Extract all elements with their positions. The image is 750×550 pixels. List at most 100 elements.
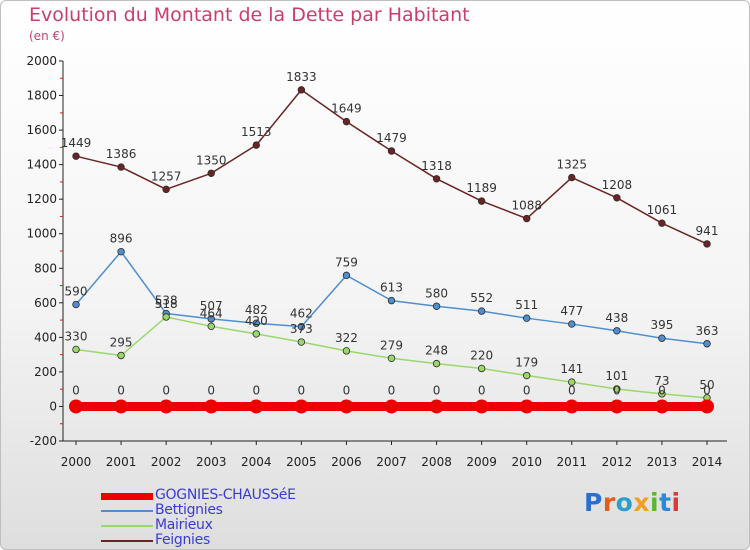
data-label: 73 [654, 374, 669, 388]
data-point [117, 163, 125, 171]
data-label: 0 [343, 383, 351, 397]
data-point [204, 399, 219, 414]
data-point [429, 399, 444, 414]
data-label: 590 [65, 285, 88, 299]
y-tick-label: 0 [49, 399, 57, 413]
data-point [207, 315, 215, 323]
data-label: 279 [380, 338, 403, 352]
data-point [159, 399, 174, 414]
data-label: 0 [523, 383, 531, 397]
y-tick-label: 1600 [26, 123, 57, 137]
data-point [568, 173, 576, 182]
data-point [700, 399, 714, 414]
y-tick-label: 1400 [26, 158, 57, 172]
x-tick-label: 2012 [602, 455, 633, 469]
data-label: 552 [470, 291, 493, 305]
data-point [117, 247, 125, 256]
data-label: 1208 [602, 178, 633, 192]
data-label: 0 [433, 383, 441, 397]
data-point [613, 194, 621, 202]
data-point [342, 271, 351, 280]
legend-swatch-feignies [101, 540, 153, 542]
data-point [114, 399, 129, 414]
data-label: 1649 [331, 102, 362, 116]
x-tick-label: 2007 [376, 455, 407, 469]
data-label: 1318 [421, 159, 452, 173]
data-label: 179 [515, 356, 538, 370]
data-point [613, 327, 621, 335]
series-line-feignies [75, 89, 708, 245]
data-label: 248 [425, 344, 448, 358]
x-tick-label: 2006 [331, 455, 362, 469]
data-point [432, 359, 441, 368]
data-label: 580 [425, 286, 448, 300]
data-label: 1189 [466, 181, 497, 195]
data-label: 0 [207, 383, 215, 397]
data-point [703, 240, 711, 248]
chart-subtitle: (en €) [29, 29, 65, 43]
data-label: 295 [110, 336, 133, 350]
x-tick-label: 2014 [692, 455, 723, 469]
data-label: 1350 [196, 153, 227, 167]
data-label: 1513 [241, 125, 272, 139]
data-label: 1325 [557, 158, 588, 172]
chart-title: Evolution du Montant de la Dette par Hab… [29, 4, 470, 26]
data-point [477, 364, 486, 373]
y-tick-label: 1000 [26, 227, 57, 241]
data-point [477, 307, 486, 315]
data-point [568, 320, 576, 328]
data-label: 330 [65, 329, 88, 343]
data-label: 0 [703, 383, 711, 397]
data-point [297, 322, 306, 331]
data-point [339, 399, 354, 414]
data-label: 759 [335, 255, 358, 269]
x-tick-label: 2005 [286, 455, 317, 469]
data-label: 0 [388, 383, 396, 397]
data-label: 0 [658, 383, 666, 397]
data-label: 0 [72, 383, 80, 397]
data-label: 1479 [376, 131, 407, 145]
data-label: 0 [298, 383, 306, 397]
data-label: 538 [155, 294, 178, 308]
data-label: 1088 [511, 199, 542, 213]
data-point [658, 219, 666, 227]
data-point [249, 399, 264, 414]
x-tick-label: 2011 [557, 455, 588, 469]
data-point [297, 86, 306, 94]
x-tick-label: 2009 [466, 455, 497, 469]
y-tick-label: 1200 [26, 192, 57, 206]
data-label: 0 [252, 383, 260, 397]
data-label: 482 [245, 303, 268, 317]
data-label: 373 [290, 322, 313, 336]
data-label: 141 [560, 362, 583, 376]
data-point [432, 175, 441, 183]
data-label: 1833 [286, 70, 317, 84]
data-label: 896 [110, 232, 133, 246]
data-point [294, 399, 309, 414]
data-label: 363 [696, 324, 719, 338]
data-point [72, 345, 80, 354]
x-tick-label: 2000 [61, 455, 92, 469]
y-tick-label: -200 [30, 434, 57, 448]
data-label: 1061 [647, 203, 678, 217]
legend-label-feignies: Feignies [155, 532, 210, 548]
x-tick-label: 2004 [241, 455, 272, 469]
x-tick-label: 2010 [511, 455, 542, 469]
data-point [252, 141, 260, 149]
data-label: 0 [568, 383, 576, 397]
data-label: 477 [560, 304, 583, 318]
y-tick-label: 1800 [26, 89, 57, 103]
data-label: 101 [605, 369, 628, 383]
data-label: 0 [478, 383, 486, 397]
data-point [342, 117, 351, 126]
data-label: 420 [245, 314, 268, 328]
data-point [387, 147, 396, 155]
data-point [162, 313, 170, 321]
data-point [72, 300, 80, 309]
data-point [658, 334, 666, 342]
data-point [207, 322, 215, 331]
data-label: 518 [155, 297, 178, 311]
x-tick-label: 2002 [151, 455, 182, 469]
data-label: 322 [335, 331, 358, 345]
